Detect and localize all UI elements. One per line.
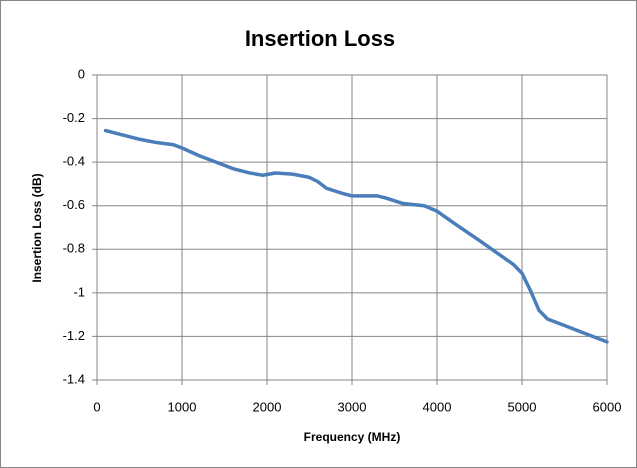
x-tick-label: 4000 [423,399,452,414]
data-line [103,128,609,344]
y-tick-label: -0.4 [63,154,85,169]
x-tick-label: 6000 [593,399,622,414]
y-tick-label: -0.8 [63,241,85,256]
y-tick-label: -1.2 [63,328,85,343]
x-tick-label: 2000 [253,399,282,414]
x-tick-label: 1000 [168,399,197,414]
y-axis-label: Insertion Loss (dB) [30,173,44,282]
y-tick-label: -1.4 [63,371,85,386]
x-tick-label: 3000 [338,399,367,414]
x-axis-label: Frequency (MHz) [304,430,401,444]
x-tick-label: 0 [93,399,100,414]
y-tick-label: -0.6 [63,197,85,212]
y-tick-label: -0.2 [63,110,85,125]
x-tick-label: 5000 [508,399,537,414]
chart-title: Insertion Loss [245,26,395,51]
y-tick-label: 0 [78,66,85,81]
y-tick-label: -1 [73,284,85,299]
